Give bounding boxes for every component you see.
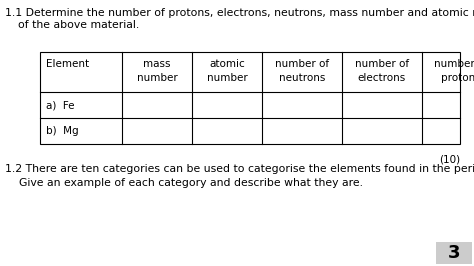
Bar [40,52,460,144]
Text: number: number [207,73,247,83]
Text: (10): (10) [439,154,460,164]
Text: protons: protons [441,73,474,83]
Text: Element: Element [46,59,89,69]
Text: mass: mass [143,59,171,69]
Text: number: number [137,73,177,83]
Text: atomic: atomic [209,59,245,69]
Text: of the above material.: of the above material. [18,20,139,30]
Text: electrons: electrons [358,73,406,83]
Text: neutrons: neutrons [279,73,325,83]
Text: a)  Fe: a) Fe [46,100,74,110]
Bar [436,242,472,264]
Text: Give an example of each category and describe what they are.: Give an example of each category and des… [5,178,363,188]
Text: 1.1 Determine the number of protons, electrons, neutrons, mass number and atomic: 1.1 Determine the number of protons, ele… [5,8,474,18]
Text: b)  Mg: b) Mg [46,126,79,136]
Text: number of: number of [434,59,474,69]
Text: number of: number of [355,59,409,69]
Text: 3: 3 [448,244,460,262]
Text: 1.2 There are ten categories can be used to categorise the elements found in the: 1.2 There are ten categories can be used… [5,164,474,174]
Text: number of: number of [275,59,329,69]
